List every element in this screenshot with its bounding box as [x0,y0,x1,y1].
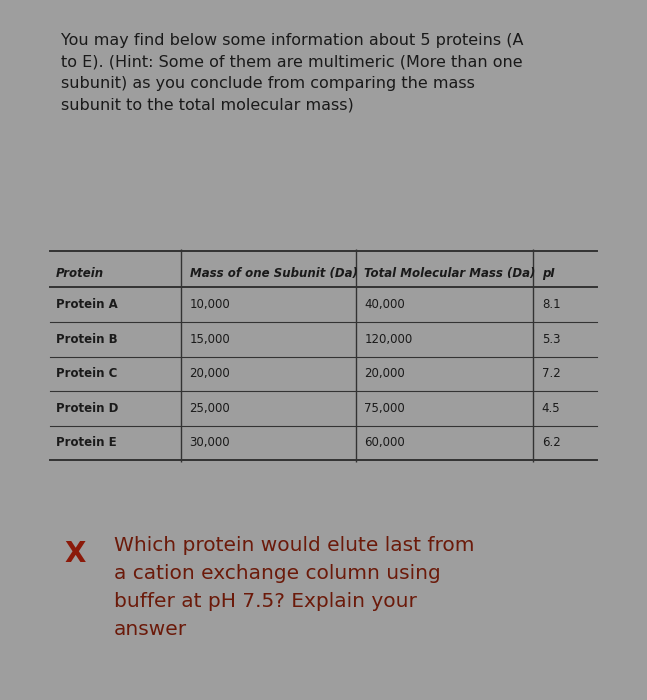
Text: Protein C: Protein C [56,368,117,380]
Text: 20,000: 20,000 [190,368,230,380]
Text: Total Molecular Mass (Da): Total Molecular Mass (Da) [364,267,536,280]
Text: 20,000: 20,000 [364,368,405,380]
Text: Protein A: Protein A [56,298,117,312]
Text: 5.3: 5.3 [542,332,560,346]
Text: pI: pI [542,267,554,280]
Text: 120,000: 120,000 [364,332,413,346]
Text: 30,000: 30,000 [190,437,230,449]
Text: Mass of one Subunit (Da): Mass of one Subunit (Da) [190,267,357,280]
Text: Protein B: Protein B [56,332,117,346]
Text: Protein E: Protein E [56,437,116,449]
Text: X: X [65,540,86,568]
Text: 15,000: 15,000 [190,332,230,346]
Text: 7.2: 7.2 [542,368,560,380]
Text: Protein: Protein [56,267,104,280]
Text: 10,000: 10,000 [190,298,230,312]
Text: 25,000: 25,000 [190,402,230,415]
Text: 8.1: 8.1 [542,298,560,312]
Text: 75,000: 75,000 [364,402,405,415]
Text: 4.5: 4.5 [542,402,560,415]
Text: 40,000: 40,000 [364,298,405,312]
Text: 6.2: 6.2 [542,437,560,449]
Text: 60,000: 60,000 [364,437,405,449]
Text: You may find below some information about 5 proteins (A
to E). (Hint: Some of th: You may find below some information abou… [61,32,524,112]
Text: Which protein would elute last from
a cation exchange column using
buffer at pH : Which protein would elute last from a ca… [114,536,474,639]
Text: Protein D: Protein D [56,402,118,415]
